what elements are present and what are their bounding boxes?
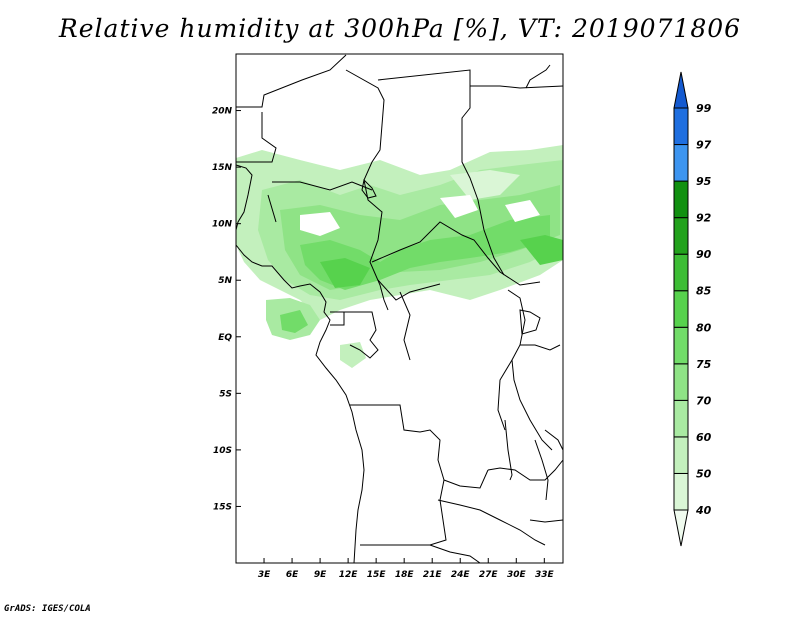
lon-tick-label-10: 33E [535, 570, 555, 580]
legend-label-6: 85 [696, 285, 712, 298]
lat-tick-label-5: 5S [219, 389, 232, 399]
legend-segment-high [673, 71, 689, 109]
lon-tick-label-4: 15E [367, 570, 387, 580]
legend-label-3: 70 [696, 394, 712, 407]
lat-tick-label-3: 5N [218, 276, 232, 286]
legend-segment-low [673, 509, 689, 547]
lat-tick-label-2: 10N [212, 220, 233, 230]
map-frame [235, 53, 564, 564]
lat-tick-label-6: 10S [213, 446, 232, 456]
longitude-axis: 3E 6E 9E 12E 15E 18E 21E 24E 27E 30E 33E [258, 558, 555, 580]
lon-tick-label-3: 12E [339, 570, 359, 580]
grads-credit: GrADS: IGES/COLA [4, 604, 91, 614]
legend-label-10: 97 [696, 139, 712, 152]
legend-segment-3 [673, 363, 689, 401]
legend-segment-0 [673, 472, 689, 511]
lon-tick-label-7: 24E [451, 570, 471, 580]
legend-label-11: 99 [696, 102, 712, 115]
humidity-shading [236, 145, 563, 368]
legend-segment-2 [673, 399, 689, 438]
legend-label-8: 92 [696, 212, 712, 225]
legend-label-5: 80 [696, 321, 712, 334]
legend-segment-10 [673, 107, 689, 146]
lon-tick-label-9: 30E [507, 570, 527, 580]
legend-segment-1 [673, 436, 689, 474]
lon-tick-label-2: 9E [314, 570, 327, 580]
lon-tick-label-0: 3E [258, 570, 271, 580]
latitude-axis: 20N 15N 10N 5N EQ 5S 10S 15S [212, 107, 241, 512]
lon-tick-label-6: 21E [423, 570, 443, 580]
coastlines-borders [236, 54, 563, 563]
map-title: Relative humidity at 300hPa [%], VT: 201… [58, 14, 742, 43]
lat-tick-label-1: 15N [212, 163, 233, 173]
legend-label-4: 75 [696, 358, 712, 371]
legend-segment-7 [673, 217, 689, 255]
lat-tick-label-4: EQ [218, 333, 232, 343]
legend-label-1: 50 [696, 467, 712, 480]
lat-tick-label-7: 15S [213, 502, 232, 512]
lon-tick-label-8: 27E [479, 570, 499, 580]
legend-label-2: 60 [696, 431, 712, 444]
legend-label-7: 90 [696, 248, 712, 261]
lon-tick-label-1: 6E [286, 570, 299, 580]
legend-segment-5 [673, 290, 689, 328]
legend-segment-8 [673, 180, 689, 219]
legend-segment-6 [673, 253, 689, 292]
legend-label-9: 95 [696, 175, 712, 188]
color-legend: 40 50 60 70 75 80 85 90 92 95 97 99 [673, 71, 712, 547]
lon-tick-label-5: 18E [395, 570, 415, 580]
legend-segment-4 [673, 326, 689, 365]
lat-tick-label-0: 20N [212, 107, 233, 117]
legend-label-0: 40 [695, 504, 712, 517]
legend-segment-9 [673, 144, 689, 182]
